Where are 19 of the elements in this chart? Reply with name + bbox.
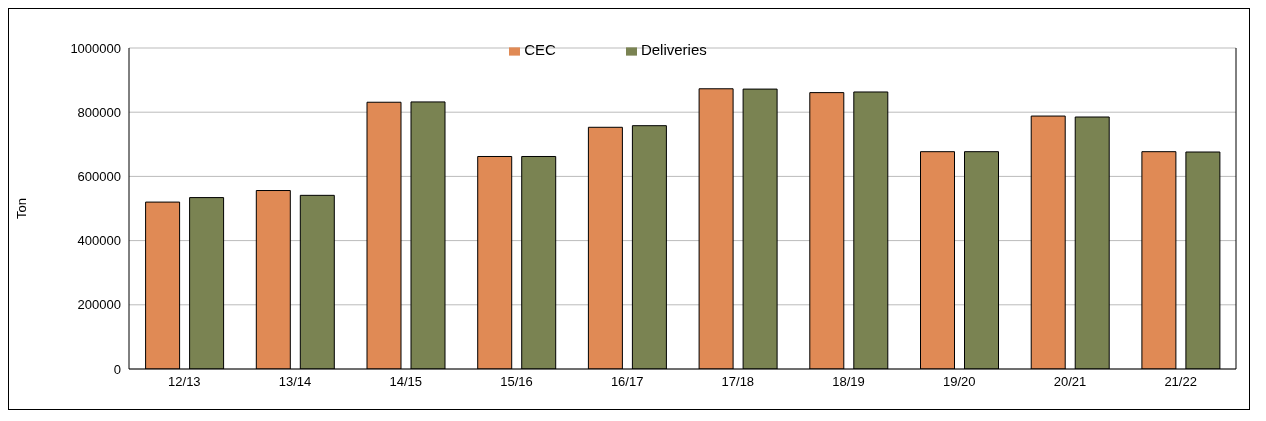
x-tick-label: 16/17	[610, 374, 644, 390]
x-tick-label: 13/14	[278, 374, 312, 390]
x-tick-label: 12/13	[168, 374, 201, 390]
x-tick-label: 19/20	[942, 374, 976, 390]
x-tick-label: 20/21	[1053, 374, 1087, 390]
y-tick-label: 800000	[77, 104, 121, 120]
y-tick-label: 400000	[77, 233, 121, 249]
legend-label: Deliveries	[640, 41, 707, 58]
x-tick-label: 14/15	[389, 374, 423, 390]
legend-label: CEC	[524, 41, 556, 58]
y-axis-title: Ton	[13, 198, 29, 219]
y-tick-label: 600000	[77, 169, 121, 185]
y-tick-label: 0	[113, 361, 121, 377]
x-tick-label: 18/19	[832, 374, 865, 390]
y-tick-label: 200000	[77, 297, 121, 313]
x-tick-label: 15/16	[500, 374, 533, 390]
y-tick-label: 1000000	[70, 40, 121, 56]
x-tick-label: 21/22	[1164, 374, 1197, 390]
x-tick-label: 17/18	[721, 374, 755, 390]
